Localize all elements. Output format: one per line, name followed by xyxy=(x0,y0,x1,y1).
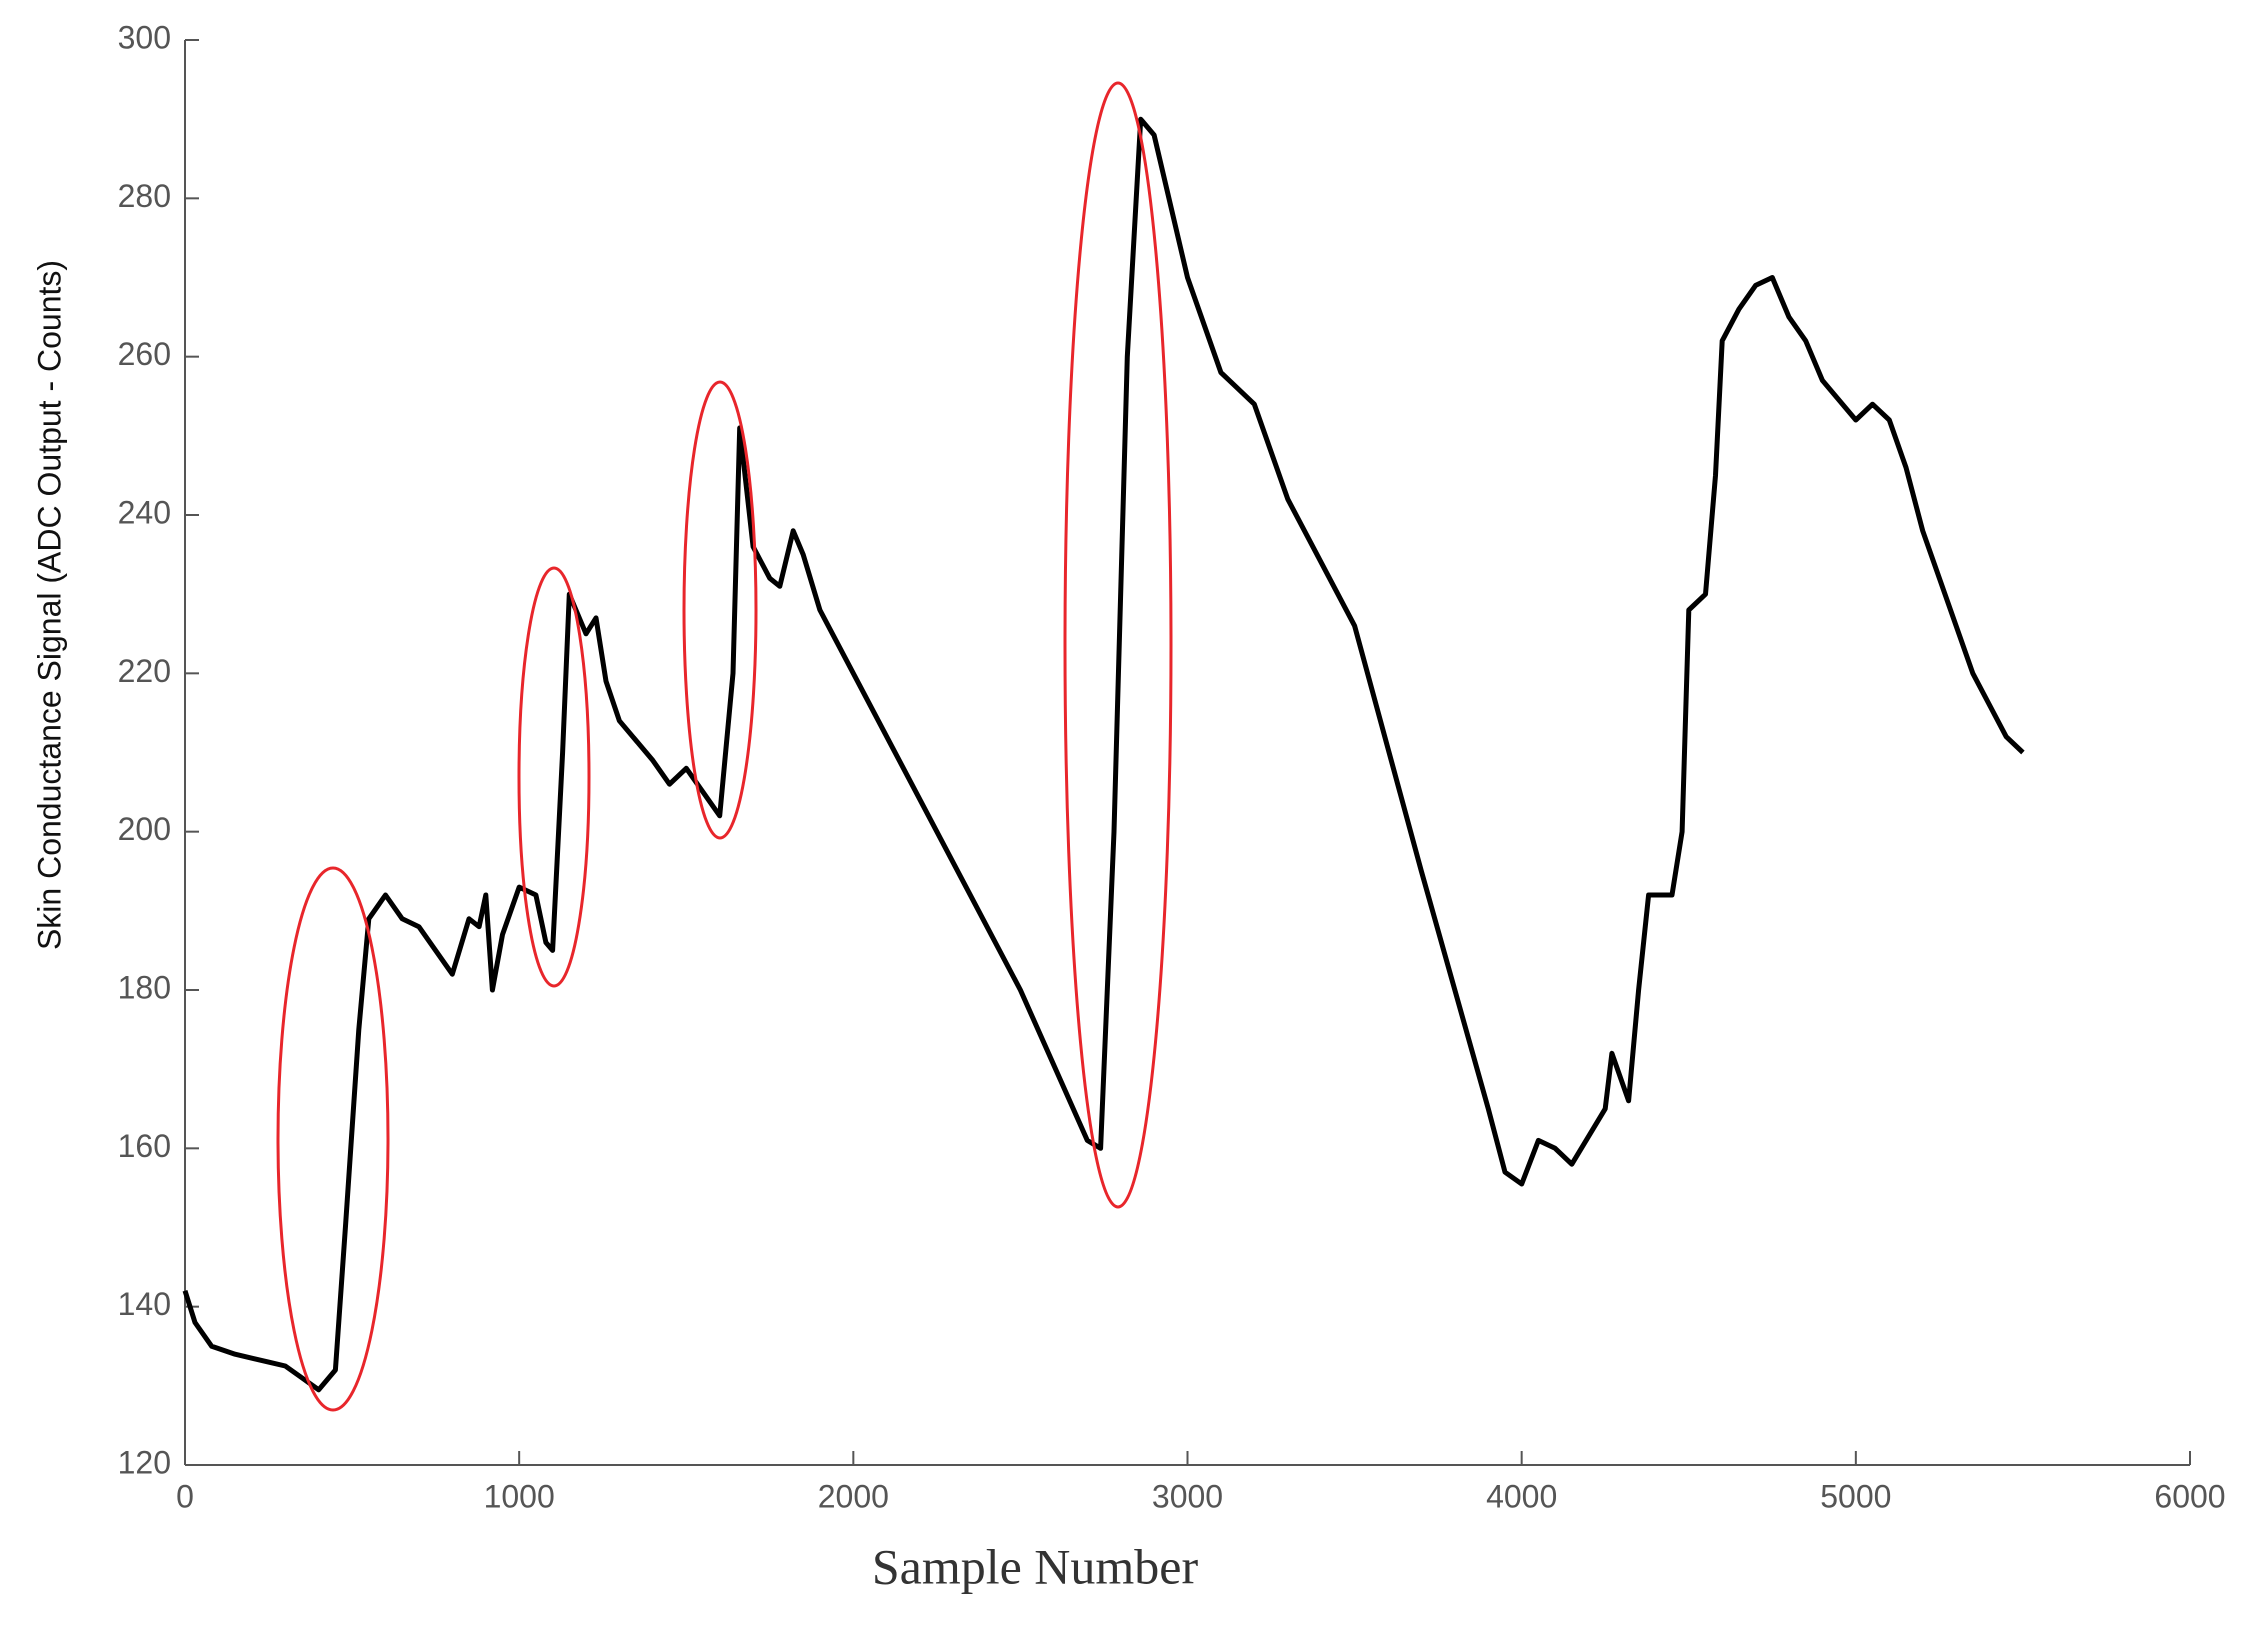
y-tick-label: 160 xyxy=(118,1128,171,1164)
highlight-ellipse xyxy=(1063,81,1173,1209)
data-line xyxy=(182,116,2025,1393)
x-tick-label: 4000 xyxy=(1486,1478,1557,1514)
highlight-ellipse xyxy=(682,380,758,840)
y-tick-label: 280 xyxy=(118,178,171,214)
highlight-ellipse xyxy=(276,866,390,1412)
y-tick-label: 220 xyxy=(118,653,171,689)
x-tick-label: 3000 xyxy=(1152,1478,1223,1514)
x-tick-label: 5000 xyxy=(1820,1478,1891,1514)
x-tick-label: 0 xyxy=(176,1478,194,1514)
x-tick-label: 2000 xyxy=(818,1478,889,1514)
y-tick-label: 140 xyxy=(118,1286,171,1322)
highlight-ellipse xyxy=(517,566,591,988)
y-axis-label: Skin Conductance Signal (ADC Output - Co… xyxy=(31,260,67,950)
x-tick-label: 1000 xyxy=(484,1478,555,1514)
y-tick-label: 300 xyxy=(118,19,171,55)
y-tick-label: 120 xyxy=(118,1444,171,1480)
x-tick-label: 6000 xyxy=(2154,1478,2225,1514)
y-tick-label: 240 xyxy=(118,494,171,530)
x-axis-label: Sample Number xyxy=(872,1538,1199,1594)
y-tick-label: 200 xyxy=(118,811,171,847)
y-tick-label: 180 xyxy=(118,969,171,1005)
y-tick-label: 260 xyxy=(118,336,171,372)
